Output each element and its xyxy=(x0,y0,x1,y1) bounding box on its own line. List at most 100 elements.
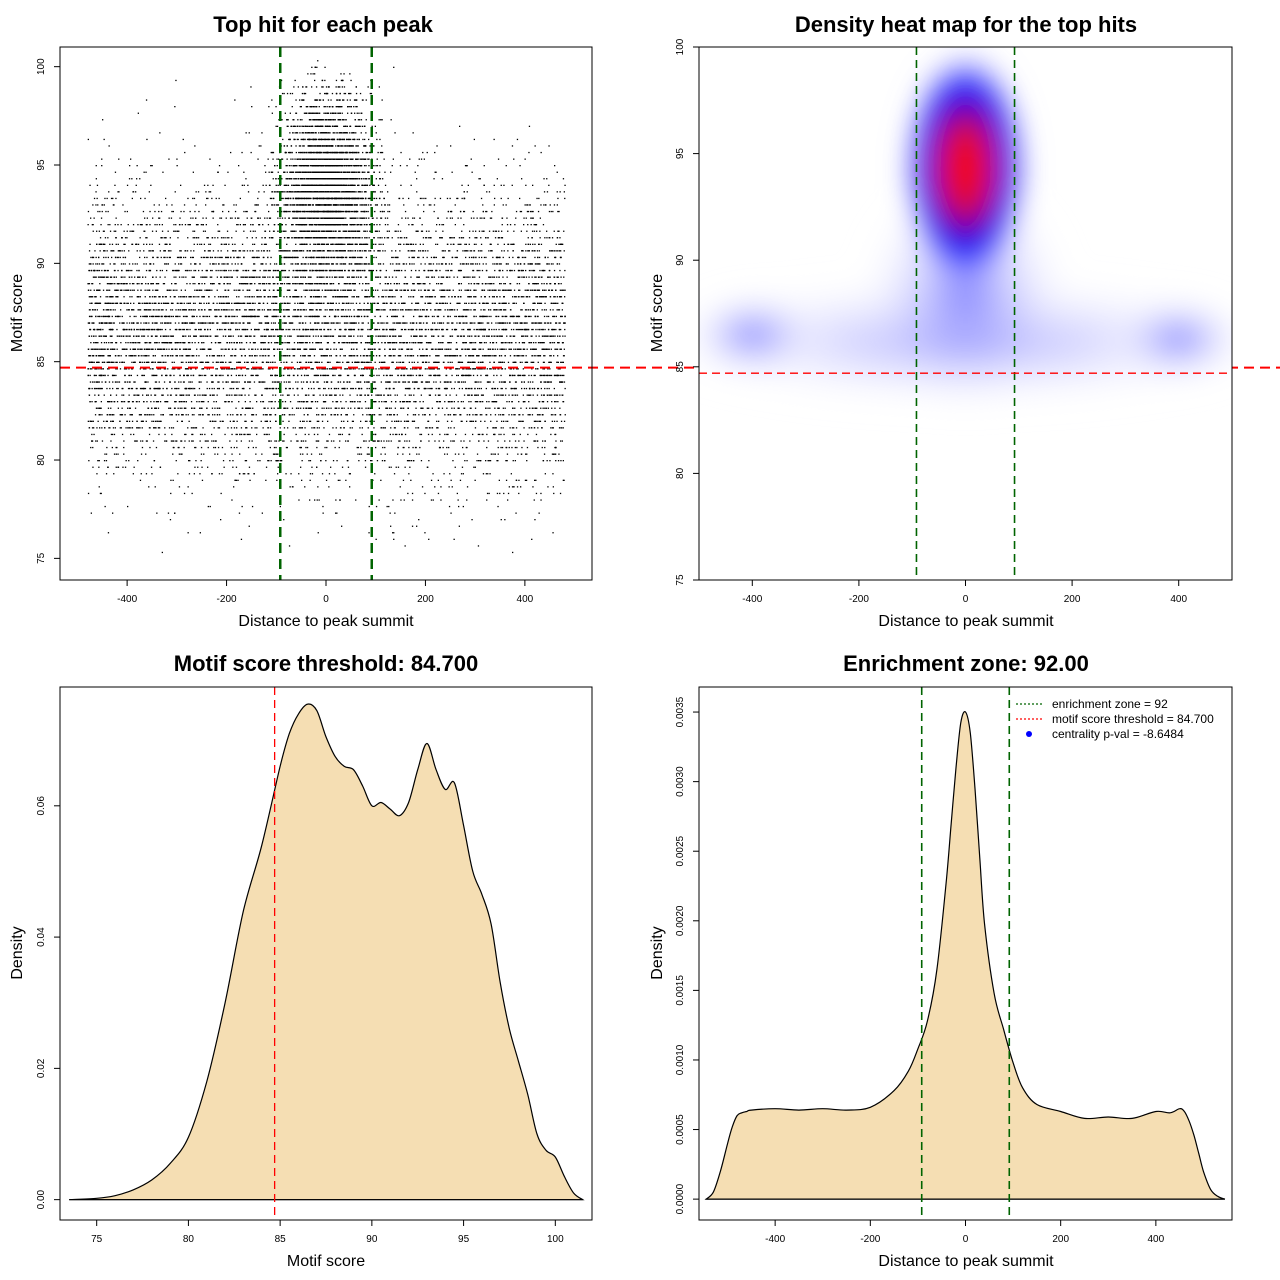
scatter-point xyxy=(308,355,310,357)
scatter-point xyxy=(564,315,566,318)
scatter-point xyxy=(377,184,380,186)
scatter-point xyxy=(488,328,490,331)
scatter-point xyxy=(406,309,408,311)
scatter-point xyxy=(257,328,259,331)
scatter-point xyxy=(112,283,114,285)
scatter-point xyxy=(390,374,392,377)
scatter-point xyxy=(368,355,370,357)
scatter-point xyxy=(107,407,110,409)
scatter-point xyxy=(105,296,107,298)
scatter-points xyxy=(87,60,566,554)
scatter-point xyxy=(185,315,188,318)
scatter-point xyxy=(429,387,431,390)
scatter-point xyxy=(114,171,117,173)
scatter-point xyxy=(145,283,147,285)
scatter-point xyxy=(287,328,289,331)
scatter-point xyxy=(473,138,475,141)
scatter-point xyxy=(442,342,444,344)
scatter-point xyxy=(560,283,562,285)
scatter-point xyxy=(528,276,530,278)
scatter-point xyxy=(168,158,170,160)
scatter-point xyxy=(172,427,175,429)
scatter-point xyxy=(381,335,383,337)
scatter-point xyxy=(463,210,466,213)
scatter-point xyxy=(382,243,384,245)
scatter-point xyxy=(493,335,495,337)
scatter-point xyxy=(140,289,142,291)
scatter-point xyxy=(368,414,370,416)
scatter-point xyxy=(130,414,132,416)
scatter-point xyxy=(272,289,275,291)
scatter-point xyxy=(485,256,487,259)
scatter-point xyxy=(326,374,328,377)
scatter-point xyxy=(407,243,409,245)
scatter-point xyxy=(249,381,252,383)
scatter-point xyxy=(454,296,456,298)
scatter-point xyxy=(379,348,381,350)
scatter-point xyxy=(170,440,173,442)
scatter-point xyxy=(379,151,382,154)
scatter-point xyxy=(382,263,385,265)
scatter-point xyxy=(532,210,534,213)
scatter-point xyxy=(482,394,484,396)
scatter-point xyxy=(184,315,186,318)
scatter-point xyxy=(459,263,462,265)
scatter-point xyxy=(231,499,233,501)
scatter-point xyxy=(404,283,406,285)
scatter-point xyxy=(195,328,197,331)
scatter-point xyxy=(359,224,361,226)
scatter-point xyxy=(210,342,213,344)
scatter-point xyxy=(400,499,402,501)
scatter-point xyxy=(456,309,458,311)
scatter-point xyxy=(208,289,211,291)
scatter-point xyxy=(174,322,177,324)
scatter-point xyxy=(194,466,196,468)
scatter-point xyxy=(518,355,520,357)
scatter-point xyxy=(235,479,238,481)
scatter-point xyxy=(416,230,418,232)
scatter-point xyxy=(293,342,296,344)
scatter-point xyxy=(333,322,335,324)
scatter-point xyxy=(291,361,293,363)
scatter-point xyxy=(254,276,256,278)
scatter-point xyxy=(390,407,392,409)
scatter-point xyxy=(132,230,135,232)
scatter-point xyxy=(348,335,350,337)
scatter-point xyxy=(223,302,225,304)
scatter-point xyxy=(198,296,200,298)
scatter-point xyxy=(107,210,109,213)
scatter-point xyxy=(89,296,91,298)
scatter-point xyxy=(460,289,462,291)
scatter-point xyxy=(508,414,510,416)
scatter-point xyxy=(155,401,158,403)
scatter-point xyxy=(443,296,445,298)
scatter-point xyxy=(553,355,555,357)
scatter-point xyxy=(438,276,440,278)
scatter-point xyxy=(505,322,507,324)
scatter-point xyxy=(419,401,421,403)
scatter-point xyxy=(558,296,561,298)
scatter-point xyxy=(204,250,206,252)
scatter-point xyxy=(415,427,417,429)
scatter-point xyxy=(185,335,187,337)
scatter-point xyxy=(437,427,439,429)
scatter-point xyxy=(120,355,122,357)
scatter-point xyxy=(297,407,300,409)
scatter-point xyxy=(230,335,232,337)
scatter-point xyxy=(90,348,92,350)
scatter-point xyxy=(422,283,424,285)
scatter-point xyxy=(268,440,270,442)
scatter-point xyxy=(239,224,241,226)
scatter-point xyxy=(196,243,199,245)
scatter-point xyxy=(412,328,414,331)
scatter-point xyxy=(193,414,195,416)
scatter-point xyxy=(189,348,191,350)
scatter-point xyxy=(109,328,112,331)
scatter-point xyxy=(263,355,265,357)
scatter-point xyxy=(299,453,302,455)
scatter-point xyxy=(340,374,342,377)
scatter-point xyxy=(294,315,297,318)
scatter-point xyxy=(536,197,538,200)
scatter-point xyxy=(552,302,554,304)
scatter-point xyxy=(319,302,321,304)
